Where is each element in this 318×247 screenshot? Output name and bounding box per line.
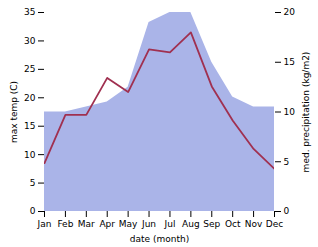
svg-text:Apr: Apr [99,219,115,229]
svg-text:med. precipitation (kg/m2): med. precipitation (kg/m2) [301,52,311,173]
svg-text:May: May [119,219,138,229]
svg-text:Feb: Feb [57,219,73,229]
svg-text:10: 10 [284,107,296,117]
svg-text:5: 5 [30,178,36,188]
svg-text:Sep: Sep [203,219,220,229]
svg-text:35: 35 [24,7,35,17]
svg-text:Oct: Oct [225,219,241,229]
svg-text:0: 0 [30,206,36,216]
svg-text:max temp (C): max temp (C) [9,81,19,143]
svg-text:20: 20 [284,7,296,17]
svg-text:0: 0 [284,206,290,216]
svg-text:15: 15 [24,121,35,131]
svg-text:date (month): date (month) [130,234,189,244]
svg-text:Dec: Dec [266,219,283,229]
svg-text:Jul: Jul [164,219,176,229]
svg-text:5: 5 [284,157,290,167]
svg-text:Jun: Jun [141,219,156,229]
svg-text:30: 30 [24,36,36,46]
svg-text:20: 20 [24,93,36,103]
svg-text:25: 25 [24,64,35,74]
svg-text:15: 15 [284,57,295,67]
svg-text:Aug: Aug [182,219,200,229]
svg-text:Nov: Nov [245,219,263,229]
svg-text:Jan: Jan [37,219,52,229]
svg-text:Mar: Mar [78,219,95,229]
svg-text:10: 10 [24,150,36,160]
